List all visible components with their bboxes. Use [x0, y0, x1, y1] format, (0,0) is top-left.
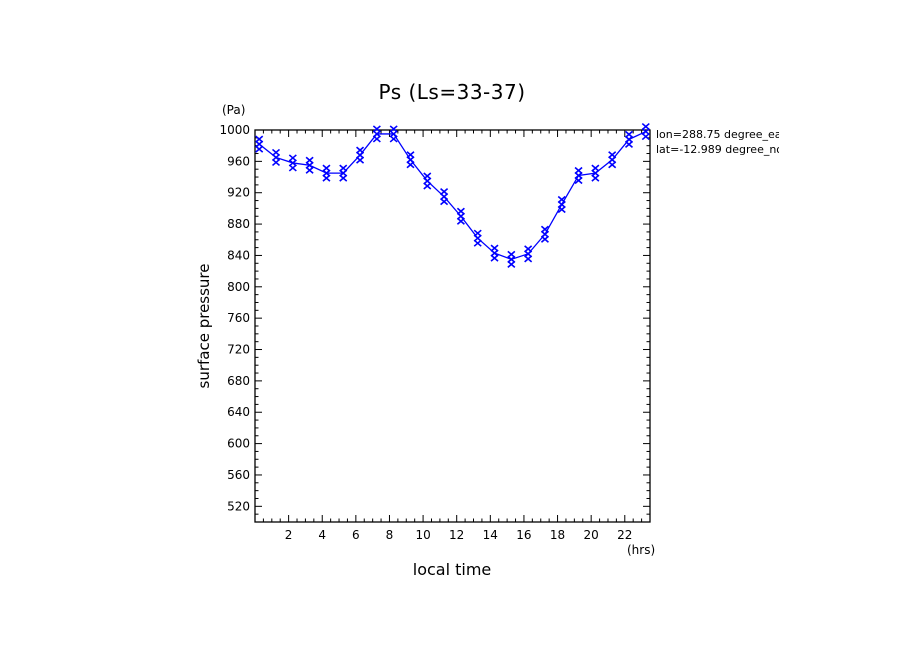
y-tick-label: 720 [227, 343, 250, 357]
x-tick-label: 8 [386, 528, 394, 542]
data-point [608, 151, 617, 169]
data-point [490, 244, 499, 262]
y-tick-label: 680 [227, 374, 250, 388]
data-point [406, 151, 415, 169]
series-line [258, 130, 647, 261]
data-point [473, 229, 482, 247]
x-tick-label: 14 [483, 528, 498, 542]
data-point [507, 250, 516, 268]
x-tick-label: 18 [550, 528, 565, 542]
data-point [389, 125, 398, 143]
data-point [322, 164, 331, 182]
annotation-longitude: lon=288.75 degree_east [656, 128, 779, 141]
x-tick-label: 10 [415, 528, 430, 542]
x-tick-label: 6 [352, 528, 360, 542]
y-tick-label: 840 [227, 248, 250, 262]
data-point [288, 154, 297, 172]
plot-area: 2 4 6 8 10 12 14 16 18 20 22 520 560 600 640 680 720 760 8… [219, 123, 651, 542]
x-axis-unit: (hrs) [627, 543, 656, 557]
data-point [524, 245, 533, 263]
y-tick-label: 600 [227, 437, 250, 451]
series-surface-pressure [255, 122, 650, 268]
x-axis-label: local time [412, 560, 492, 579]
data-point [591, 164, 600, 182]
data-point [557, 195, 566, 214]
x-tick-label: 20 [584, 528, 599, 542]
y-tick-label: 760 [227, 311, 250, 325]
y-axis-label: surface pressure [195, 263, 213, 389]
data-point [305, 156, 314, 174]
data-point [271, 148, 281, 167]
data-point [339, 164, 348, 182]
x-tick-label: 2 [285, 528, 293, 542]
y-tick-label: 640 [227, 405, 250, 419]
annotation-latitude: lat=-12.989 degree_north [656, 143, 779, 156]
data-point [641, 122, 650, 141]
x-tick-label: 4 [318, 528, 326, 542]
y-tick-label: 880 [227, 217, 250, 231]
y-axis-unit: (Pa) [222, 103, 246, 117]
y-tick-label: 960 [227, 154, 250, 168]
y-tick-label: 560 [227, 468, 250, 482]
data-point [456, 207, 465, 225]
data-point [255, 135, 264, 153]
plot-frame [254, 129, 651, 523]
x-tick-label: 12 [449, 528, 464, 542]
data-point [372, 125, 381, 143]
data-point [356, 146, 365, 164]
chart-title: Ps (Ls=33-37) [378, 80, 526, 104]
data-point [440, 188, 449, 206]
x-tick-label: 22 [617, 528, 632, 542]
y-tick-label: 520 [227, 499, 250, 513]
y-tick-label: 1000 [219, 123, 250, 137]
data-point [540, 225, 549, 243]
data-point [624, 130, 634, 149]
x-tick-label: 16 [516, 528, 531, 542]
y-tick-label: 800 [227, 280, 250, 294]
data-point [574, 166, 583, 185]
data-point [423, 172, 432, 190]
y-tick-label: 920 [227, 186, 250, 200]
